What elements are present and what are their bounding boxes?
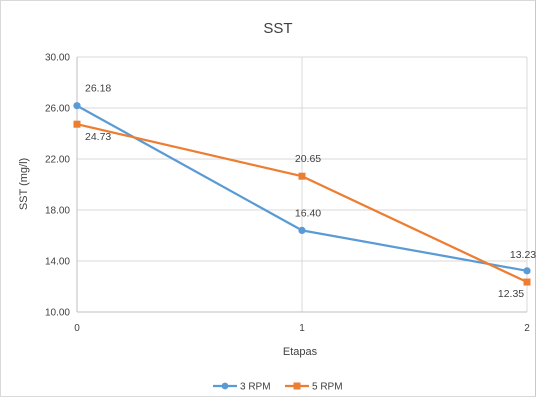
x-tick-labels: 0 1 2 [74,323,530,334]
y-tick-label: 22.00 [45,155,70,166]
data-labels: 26.18 16.40 13.23 24.73 20.65 12.35 [85,83,536,300]
y-tick-label: 18.00 [45,206,70,217]
gridlines [77,56,528,312]
data-label: 12.35 [498,288,524,300]
legend-item: 3 RPM [213,382,271,393]
legend-label: 5 RPM [312,382,343,393]
y-tick-label: 26.00 [45,104,70,115]
legend: 3 RPM 5 RPM [213,382,343,393]
legend-item: 5 RPM [285,382,343,393]
y-tick-label: 14.00 [45,257,70,268]
y-tick-labels: 10.00 14.00 18.00 22.00 26.00 30.00 [45,53,70,319]
data-point [298,226,306,234]
chart-title: SST [263,20,292,37]
axes [76,57,527,313]
legend-label: 3 RPM [240,382,271,393]
series [73,102,531,286]
data-point [523,267,531,275]
data-label: 26.18 [85,83,111,95]
data-point [73,120,81,128]
legend-marker [221,382,229,390]
data-label: 24.73 [85,131,111,143]
series-3-rpm [73,102,531,275]
y-tick-label: 30.00 [45,53,70,64]
x-tick-label: 1 [299,323,305,334]
x-tick-label: 2 [524,323,530,334]
data-point [523,278,531,286]
y-axis-label: SST (mg/l) [18,158,30,210]
series-5-rpm [73,120,531,286]
x-axis-label: Etapas [283,346,318,358]
x-tick-label: 0 [74,323,80,334]
y-tick-label: 10.00 [45,308,70,319]
data-point [73,102,81,110]
data-label: 20.65 [295,153,321,165]
data-label: 16.40 [295,207,321,219]
data-point [298,172,306,180]
data-label: 13.23 [510,249,536,261]
legend-marker [293,382,301,390]
